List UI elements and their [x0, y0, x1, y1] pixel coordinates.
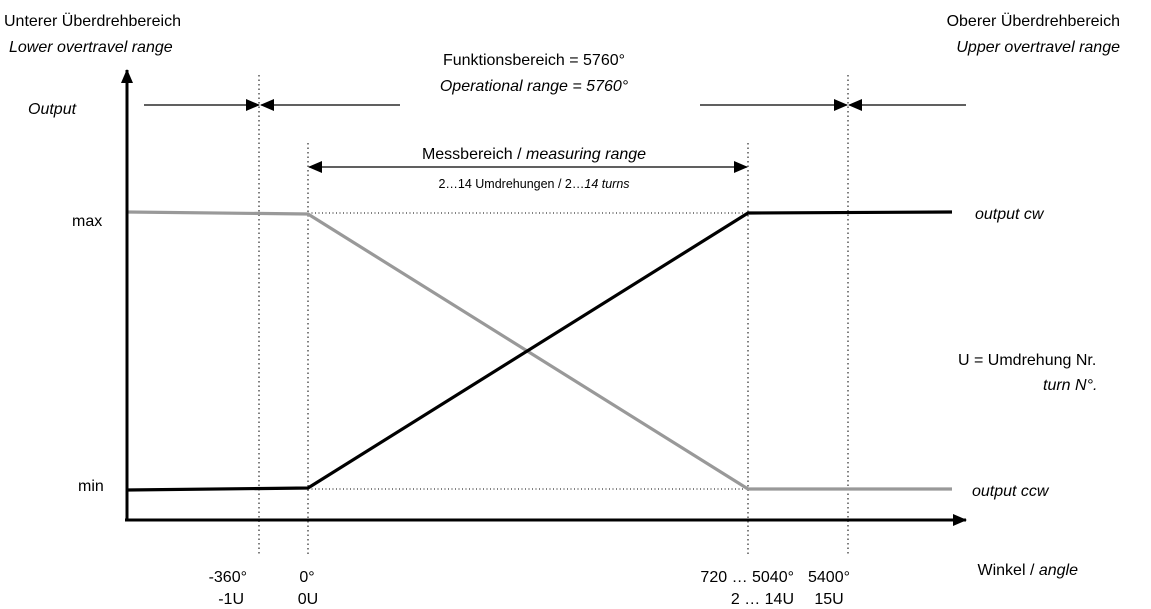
y-axis-title: Output — [28, 101, 77, 118]
x-tick-angle-5400: 5400° — [808, 569, 850, 586]
x-tick-turn-15: 15U — [814, 591, 843, 608]
series-label-ccw: output ccw — [972, 483, 1050, 500]
measuring-range-title-de: Messbereich / — [422, 146, 526, 163]
x-tick-turn-minus1: -1U — [218, 591, 244, 608]
output-ccw-curve — [126, 210, 952, 491]
measuring-range-title: Messbereich / measuring range — [422, 146, 646, 163]
lower-overtravel-subtitle: Lower overtravel range — [9, 39, 173, 56]
x-tick-angle-minus360: -360° — [209, 569, 247, 586]
upper-overtravel-subtitle: Upper overtravel range — [956, 39, 1120, 56]
operational-range-title: Funktionsbereich = 5760° — [443, 52, 625, 69]
turn-legend-en: turn N°. — [1043, 377, 1097, 394]
measuring-range-turns-de: 2…14 Umdrehungen / 2… — [438, 177, 584, 191]
x-axis-title: Winkel / angle — [978, 562, 1079, 579]
x-tick-angle-5040: 720 … 5040° — [700, 569, 794, 586]
x-tick-angle-0: 0° — [299, 569, 314, 586]
output-cw-curve — [126, 210, 953, 492]
series-label-cw: output cw — [975, 206, 1045, 223]
measuring-range-turns-en: 14 turns — [584, 177, 629, 191]
measuring-range-turns: 2…14 Umdrehungen / 2…14 turns — [438, 177, 629, 191]
turn-legend-de: U = Umdrehung Nr. — [958, 352, 1096, 369]
upper-overtravel-title: Oberer Überdrehbereich — [947, 12, 1120, 30]
x-axis-title-en: angle — [1039, 562, 1078, 579]
y-tick-max: max — [72, 213, 102, 230]
measuring-range-title-en: measuring range — [526, 146, 646, 163]
lower-overtravel-title: Unterer Überdrehbereich — [4, 12, 181, 30]
x-axis-title-de: Winkel / — [978, 562, 1039, 579]
operational-range-subtitle: Operational range = 5760° — [440, 78, 629, 95]
y-tick-min: min — [78, 478, 104, 495]
x-tick-turn-0: 0U — [298, 591, 318, 608]
x-tick-turn-14: 2 … 14U — [731, 591, 794, 608]
